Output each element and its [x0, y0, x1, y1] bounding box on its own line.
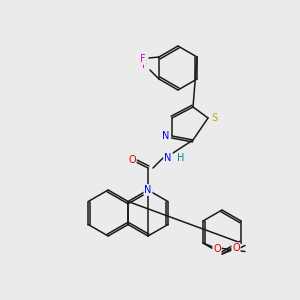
Text: H: H: [177, 153, 185, 163]
Text: S: S: [211, 113, 217, 123]
Text: F: F: [140, 54, 146, 64]
Text: O: O: [232, 243, 240, 253]
Text: N: N: [164, 153, 172, 163]
Text: N: N: [144, 185, 152, 195]
Text: F: F: [142, 60, 148, 70]
Text: N: N: [162, 131, 170, 141]
Text: O: O: [128, 155, 136, 165]
Text: O: O: [213, 244, 221, 254]
